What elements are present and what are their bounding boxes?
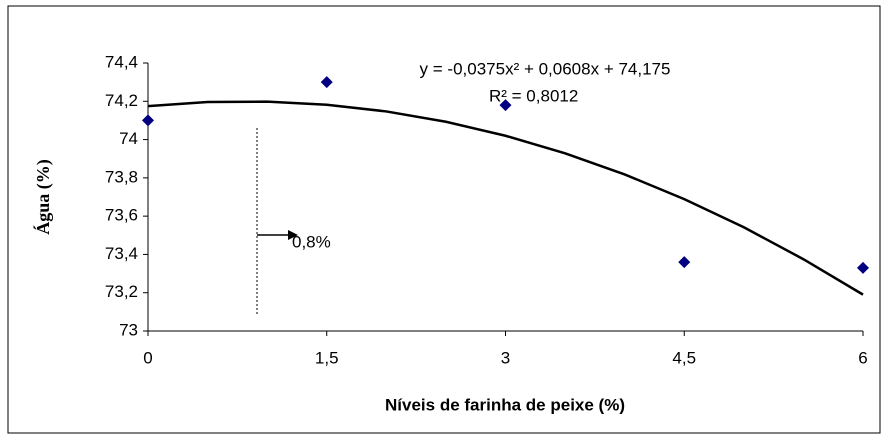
trendline <box>147 100 864 296</box>
point <box>499 99 512 112</box>
point <box>857 261 869 274</box>
y-tick-label: 73,2 <box>105 282 138 301</box>
point <box>678 256 691 269</box>
equation: y = -0,0375x² + 0,0608x + 74,175 <box>420 59 671 78</box>
x-tick-label: 1,5 <box>315 348 339 367</box>
annotation: 0,8% <box>292 232 331 251</box>
x-tick-label: 6 <box>858 348 867 367</box>
point <box>320 76 333 89</box>
r-squared: R² = 0,8012 <box>489 86 578 105</box>
y-tick-label: 74,4 <box>105 52 138 71</box>
point <box>142 114 154 127</box>
y-tick-label: 74 <box>119 129 138 148</box>
annotation-arrowhead <box>288 230 298 240</box>
y-tick-label: 73,8 <box>105 167 138 186</box>
y-tick-label: 74,2 <box>105 91 138 110</box>
x-tick-label: 3 <box>501 348 510 367</box>
y-axis-label: Água (%) <box>32 159 54 235</box>
y-tick-label: 73,4 <box>105 244 138 263</box>
y-tick-label: 73,6 <box>105 206 138 225</box>
x-tick-label: 0 <box>143 348 152 367</box>
y-tick-label: 73 <box>119 320 138 339</box>
x-axis-label: Níveis de farinha de peixe (%) <box>385 395 625 414</box>
chart-frame <box>7 5 881 434</box>
x-tick-label: 4,5 <box>672 348 696 367</box>
